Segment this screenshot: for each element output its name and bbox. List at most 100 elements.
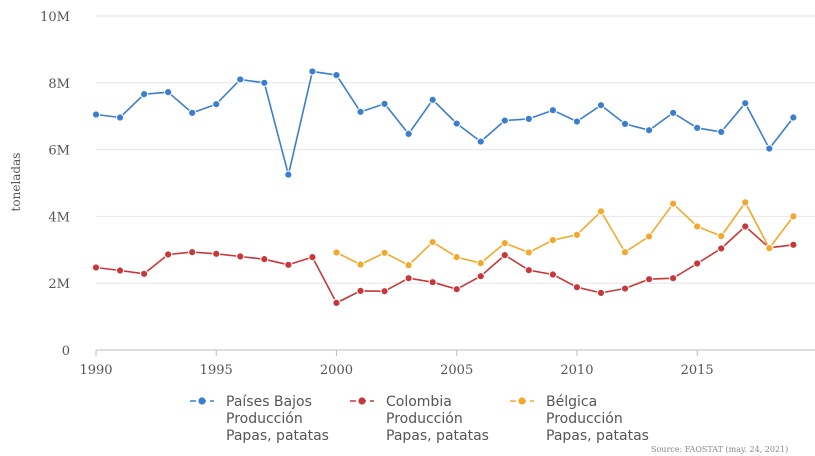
x-tick-label: 2015: [681, 363, 714, 378]
series-line-2: [336, 201, 795, 267]
data-point: [476, 259, 485, 268]
x-tick-label: 2000: [320, 363, 353, 378]
data-point: [596, 207, 606, 216]
data-point: [332, 248, 341, 257]
data-point: [164, 88, 173, 97]
y-tick-label: 6M: [48, 144, 70, 159]
legend-label: Colombia: [386, 394, 452, 410]
data-point: [188, 248, 197, 257]
data-point: [741, 198, 750, 207]
data-point: [308, 253, 317, 262]
series-line-0: [95, 70, 795, 176]
gridlines: [96, 15, 815, 351]
data-point: [500, 116, 509, 125]
y-axis-title: toneladas: [9, 153, 23, 212]
data-point: [644, 275, 654, 284]
data-point: [741, 222, 750, 231]
data-point: [644, 232, 654, 241]
data-point: [428, 238, 437, 247]
data-point: [404, 129, 413, 139]
data-point: [91, 263, 101, 272]
series-line-1: [95, 225, 794, 304]
data-point: [452, 119, 461, 128]
series: [91, 67, 798, 308]
data-point: [380, 248, 389, 257]
data-point: [789, 212, 798, 221]
data-point: [765, 144, 774, 153]
data-point: [284, 170, 293, 179]
legend-swatch-dot: [358, 397, 366, 405]
data-point: [789, 240, 798, 249]
data-point: [572, 283, 582, 292]
data-point: [717, 232, 726, 241]
data-point: [452, 253, 461, 262]
data-point: [644, 126, 654, 135]
legend-label: Producción: [226, 411, 303, 427]
legend-label: Papas, patatas: [226, 428, 329, 444]
data-point: [332, 298, 341, 308]
data-point: [524, 248, 533, 257]
data-point: [548, 236, 557, 245]
data-point: [717, 127, 726, 136]
data-point: [548, 270, 557, 279]
data-point: [452, 285, 461, 294]
data-point: [428, 95, 437, 104]
data-point: [476, 272, 485, 281]
data-point: [669, 274, 678, 283]
data-point: [236, 252, 245, 261]
data-point: [693, 259, 702, 268]
data-point: [524, 266, 533, 275]
data-point: [765, 244, 774, 253]
data-point: [693, 123, 702, 132]
data-point: [380, 99, 389, 108]
data-point: [693, 222, 702, 231]
data-point: [524, 114, 533, 123]
legend-label: Producción: [386, 411, 463, 427]
data-point: [620, 248, 630, 257]
data-point: [260, 255, 269, 264]
data-point: [428, 278, 437, 287]
data-point: [91, 110, 101, 119]
data-point: [380, 287, 389, 296]
data-point: [212, 100, 221, 109]
data-point: [188, 108, 197, 117]
data-point: [139, 269, 149, 278]
data-point: [476, 137, 485, 146]
legend-swatch-dot: [518, 397, 526, 405]
legend-label: Bélgica: [546, 394, 597, 410]
data-point: [139, 90, 149, 99]
source-note: Source: FAOSTAT (may. 24, 2021): [651, 445, 788, 454]
data-point: [669, 108, 678, 117]
data-point: [404, 261, 413, 270]
data-point: [500, 251, 509, 260]
data-point: [284, 260, 293, 269]
data-point: [212, 249, 221, 258]
data-point: [717, 244, 726, 253]
data-point: [356, 286, 365, 295]
data-point: [356, 260, 365, 269]
legend-label: Países Bajos: [226, 394, 312, 410]
data-point: [115, 113, 125, 122]
y-tick-label: 2M: [48, 277, 70, 292]
data-point: [572, 230, 582, 239]
data-point: [741, 99, 750, 108]
data-point: [789, 113, 798, 122]
legend-label: Papas, patatas: [386, 428, 489, 444]
data-point: [669, 199, 678, 208]
legend-label: Papas, patatas: [546, 428, 649, 444]
data-point: [500, 239, 509, 248]
data-point: [260, 78, 269, 87]
data-point: [620, 119, 630, 128]
data-point: [404, 274, 413, 283]
legend-swatch-dot: [198, 397, 206, 405]
data-point: [548, 106, 557, 115]
x-tick-label: 2010: [560, 363, 593, 378]
data-point: [308, 67, 317, 76]
data-point: [236, 75, 245, 84]
